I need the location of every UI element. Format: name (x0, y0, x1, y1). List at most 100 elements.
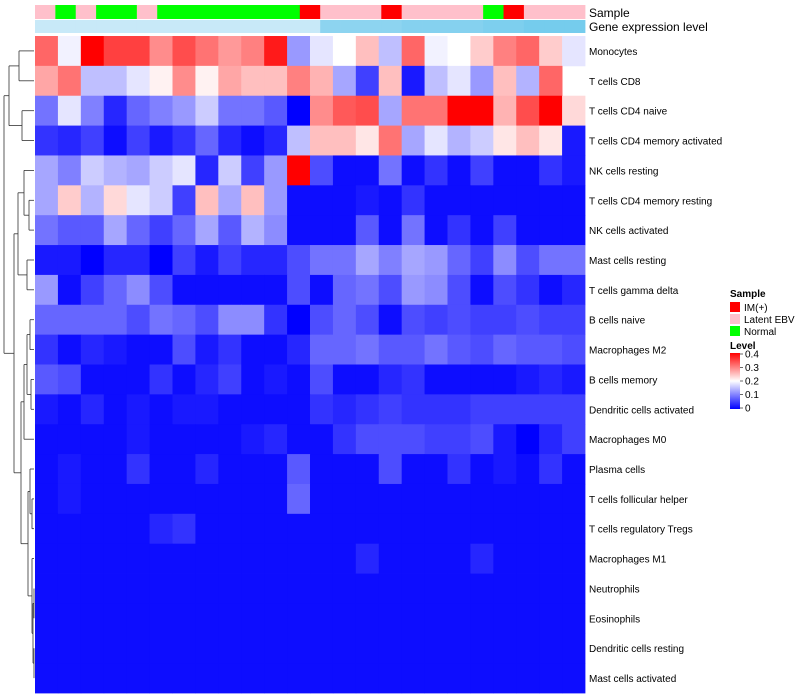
heatmap-cell (35, 185, 59, 216)
heatmap-cell (355, 513, 380, 545)
heatmap-cell (80, 513, 105, 545)
heatmap-cell (447, 573, 471, 604)
heatmap-cell (401, 543, 425, 574)
heatmap-cell (103, 185, 128, 216)
heatmap-cell (401, 513, 425, 545)
heatmap-cell (195, 543, 219, 574)
heatmap-cell (424, 304, 448, 336)
sample-annotation-cell (35, 5, 56, 19)
heatmap-cell (172, 334, 196, 365)
heatmap-cell (195, 65, 219, 97)
heatmap-cell (378, 155, 403, 186)
heatmap-cell (493, 663, 517, 694)
heatmap-cell (562, 95, 586, 126)
heatmap-cell (447, 364, 471, 395)
heatmap-cell (310, 603, 334, 634)
heatmap-cell (470, 364, 494, 395)
sample-legend-swatch (730, 302, 740, 312)
heatmap-cell (218, 543, 242, 574)
expression-annotation-cell (564, 20, 586, 33)
heatmap-cell (172, 215, 196, 246)
heatmap-cell (310, 155, 334, 186)
heatmap-cell (516, 364, 540, 395)
heatmap-cell (80, 543, 105, 574)
row-label: B cells naive (589, 316, 646, 327)
heatmap-cell (447, 513, 471, 545)
heatmap-cell (539, 304, 563, 336)
heatmap-cell (424, 543, 448, 574)
heatmap-cell (355, 483, 380, 515)
heatmap-cell (126, 483, 150, 515)
row-label: NK cells resting (589, 166, 658, 177)
heatmap-cell (493, 125, 517, 156)
heatmap-cell (35, 573, 59, 604)
row-label: Neutrophils (589, 585, 640, 596)
heatmap-cell (35, 215, 59, 246)
heatmap-cell (103, 543, 128, 574)
heatmap-cell (539, 215, 563, 246)
heatmap-cell (310, 543, 334, 574)
level-tick-label: 0.2 (745, 377, 759, 388)
heatmap-cell (493, 424, 517, 455)
heatmap-cell (35, 633, 59, 664)
heatmap-cell (287, 155, 311, 186)
heatmap-cell (447, 155, 471, 186)
heatmap-cell (562, 454, 586, 485)
expression-annotation-cell (238, 20, 260, 33)
heatmap-cell (264, 95, 288, 126)
heatmap-cell (172, 95, 196, 126)
expression-annotation-cell (401, 20, 423, 33)
heatmap-cell (378, 65, 403, 97)
heatmap-cell (424, 36, 448, 67)
heatmap-cell (470, 394, 494, 425)
heatmap-cell (218, 95, 242, 126)
heatmap-cell (539, 125, 563, 156)
sample-annotation-cell (136, 5, 158, 19)
heatmap-cell (447, 245, 471, 276)
heatmap-cell (424, 663, 448, 694)
heatmap-cell (80, 185, 105, 216)
heatmap-cell (218, 483, 242, 515)
heatmap-cell (241, 36, 265, 67)
heatmap-cell (287, 95, 311, 126)
sample-legend-title: Sample (730, 289, 766, 300)
row-label: T cells CD8 (589, 77, 641, 88)
heatmap-cell (562, 155, 586, 186)
heatmap-cell (195, 483, 219, 515)
heatmap-cell (195, 36, 219, 67)
heatmap-cell (35, 334, 59, 365)
heatmap-cell (310, 454, 334, 485)
heatmap-cell (332, 663, 357, 694)
heatmap-cell (126, 215, 150, 246)
heatmap-cell (126, 424, 150, 455)
heatmap-cell (264, 185, 288, 216)
heatmap-cell (355, 364, 380, 395)
heatmap-cell (447, 424, 471, 455)
heatmap-cell (493, 483, 517, 515)
heatmap-cell (149, 215, 173, 246)
level-color-bar (730, 353, 740, 409)
heatmap-cell (310, 394, 334, 425)
heatmap-cell (241, 483, 265, 515)
heatmap-cell (126, 513, 150, 545)
heatmap-cell (241, 155, 265, 186)
row-label: Dendritic cells resting (589, 644, 684, 655)
sample-annotation-cell (259, 5, 280, 19)
heatmap-cell (493, 334, 517, 365)
heatmap-cell (493, 304, 517, 336)
heatmap-cell (57, 573, 82, 604)
row-label: T cells regulatory Tregs (589, 525, 693, 536)
heatmap-cell (516, 185, 540, 216)
heatmap-cell (287, 394, 311, 425)
heatmap-cell (264, 125, 288, 156)
heatmap-cell (195, 245, 219, 276)
heatmap-cell (493, 245, 517, 276)
heatmap-cell (287, 483, 311, 515)
heatmap-cell (355, 633, 380, 664)
heatmap-cell (401, 603, 425, 634)
heatmap-cell (149, 573, 173, 604)
heatmap-cell (103, 36, 128, 67)
heatmap-cell (424, 185, 448, 216)
heatmap-cell (264, 394, 288, 425)
